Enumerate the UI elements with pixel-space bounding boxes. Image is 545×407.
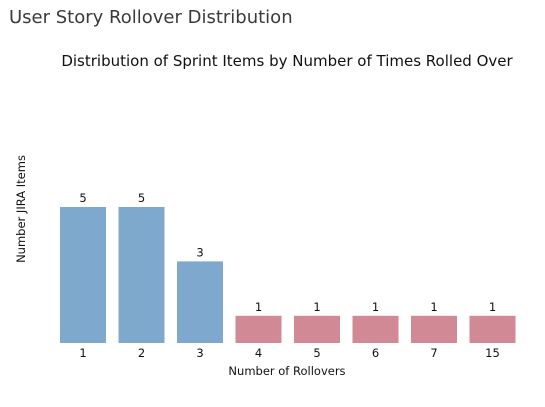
x-tick-5: 5 [313, 346, 320, 360]
bar-15 [469, 315, 516, 343]
bar-6 [352, 315, 399, 343]
x-tick-3: 3 [196, 346, 203, 360]
data-label-1: 5 [79, 191, 86, 205]
chart-title: Distribution of Sprint Items by Number o… [61, 52, 513, 70]
x-axis-label: Number of Rollovers [228, 364, 345, 378]
bar-2 [118, 207, 165, 343]
x-ticks-group: 1 2 3 4 5 6 7 15 [79, 346, 499, 360]
bar-7 [411, 315, 457, 343]
x-tick-4: 4 [255, 346, 262, 360]
x-tick-7: 7 [430, 346, 437, 360]
x-tick-1: 1 [79, 346, 86, 360]
data-label-2: 5 [138, 191, 145, 205]
bar-1 [60, 207, 106, 343]
x-tick-15: 15 [485, 346, 500, 360]
data-label-7: 1 [430, 300, 437, 314]
bar-4 [235, 315, 282, 343]
data-label-3: 3 [196, 245, 203, 259]
data-labels-group: 5 5 3 1 1 1 1 1 [79, 191, 496, 314]
bar-3 [177, 261, 223, 343]
x-tick-2: 2 [138, 346, 145, 360]
x-tick-6: 6 [372, 346, 379, 360]
y-axis-label: Number JIRA Items [14, 155, 28, 263]
bar-5 [294, 315, 340, 343]
data-label-6: 1 [372, 300, 379, 314]
data-label-4: 1 [255, 300, 262, 314]
data-label-15: 1 [489, 300, 496, 314]
data-label-5: 1 [313, 300, 320, 314]
bars-group [60, 207, 516, 343]
page-heading: User Story Rollover Distribution [9, 7, 293, 28]
